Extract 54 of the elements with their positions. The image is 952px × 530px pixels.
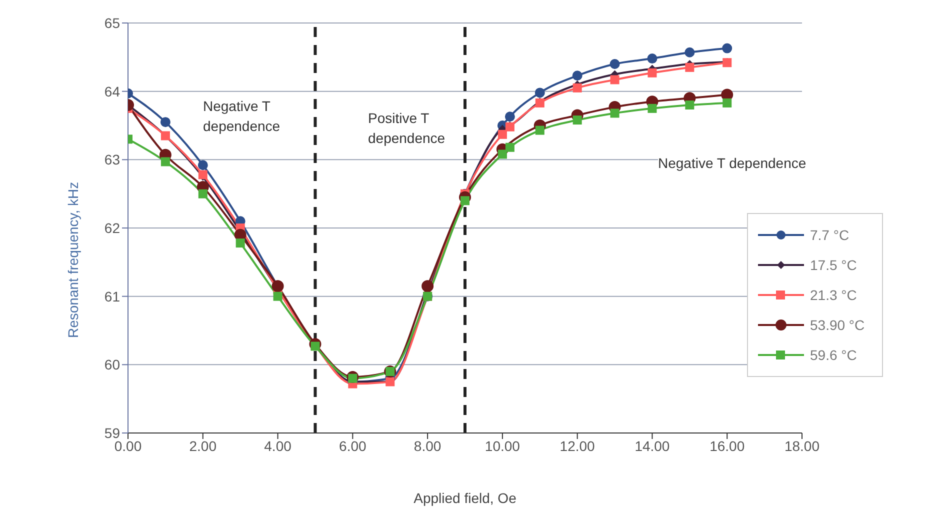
x-axis-title: Applied field, Oe — [414, 490, 517, 506]
x-tick-label: 16.00 — [710, 438, 745, 454]
y-axis-title: Resonant frequency, kHz — [64, 182, 81, 338]
point — [198, 160, 208, 170]
point — [572, 116, 582, 125]
annotation: Negative T dependence — [203, 97, 280, 136]
annotation: Negative T dependence — [658, 153, 806, 173]
point — [685, 100, 694, 110]
x-tick-label: 8.00 — [414, 438, 442, 454]
point — [722, 43, 732, 54]
point — [648, 68, 657, 78]
point — [685, 62, 694, 72]
point — [498, 150, 507, 159]
legend-label: 53.90 °C — [810, 317, 865, 333]
point — [504, 112, 515, 122]
y-tick-label: 60 — [104, 356, 120, 373]
y-tick-label: 64 — [104, 83, 120, 100]
point — [684, 47, 695, 58]
point — [647, 54, 658, 64]
point — [198, 189, 208, 198]
legend-label: 21.3 °C — [810, 287, 857, 303]
y-tick-label: 62 — [104, 220, 120, 236]
point — [610, 75, 620, 84]
point — [422, 280, 434, 292]
point — [572, 83, 582, 92]
point — [505, 142, 514, 152]
point — [160, 157, 170, 166]
y-tick-label: 63 — [104, 152, 120, 168]
x-tick-label: 6.00 — [339, 438, 367, 454]
y-tick-label: 65 — [104, 14, 120, 31]
point — [722, 98, 732, 108]
point — [572, 70, 582, 81]
x-tick-label: 14.00 — [634, 438, 670, 454]
x-tick-label: 12.00 — [560, 438, 596, 454]
point — [610, 59, 620, 69]
point — [535, 126, 544, 135]
point — [648, 104, 657, 113]
legend-label: 7.7 °C — [810, 227, 850, 243]
point — [273, 292, 282, 301]
x-tick-label: 4.00 — [264, 438, 292, 454]
y-tick-label: 61 — [104, 288, 120, 304]
legend-label: 59.6 °C — [810, 347, 857, 363]
point — [460, 196, 470, 206]
x-tick-label: 2.00 — [189, 438, 217, 454]
point — [348, 374, 358, 383]
point — [534, 88, 545, 98]
point — [236, 238, 245, 248]
legend-label: 17.5 °C — [810, 257, 857, 273]
point — [498, 130, 507, 139]
point — [160, 117, 170, 128]
point — [610, 108, 620, 118]
x-tick-label: 10.00 — [484, 438, 520, 454]
annotation: Positive T dependence — [368, 109, 446, 148]
x-tick-label: 18.00 — [784, 438, 820, 454]
